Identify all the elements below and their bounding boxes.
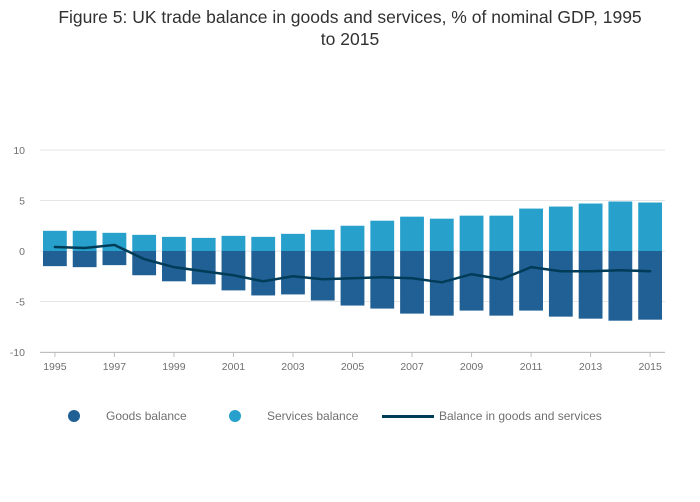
bar-services-2006[interactable]	[370, 220, 395, 251]
bar-services-2007[interactable]	[400, 216, 424, 251]
bar-goods-2007[interactable]	[400, 251, 424, 314]
y-axis-ticks: 10 5 0 -5 -10	[10, 145, 25, 359]
legend-item-goods-balance[interactable]: Goods balance	[68, 404, 187, 428]
legend-item-total-balance[interactable]: Balance in goods and services	[382, 404, 602, 428]
bar-services-1996[interactable]	[72, 230, 97, 251]
bar-services-2014[interactable]	[608, 201, 633, 251]
bar-goods-2002[interactable]	[251, 251, 276, 296]
bar-goods-2014[interactable]	[608, 251, 633, 321]
bar-goods-1996[interactable]	[72, 251, 97, 268]
legend-services-swatch	[229, 410, 241, 422]
bar-services-2010[interactable]	[489, 215, 514, 251]
x-tick-label: 2001	[222, 361, 246, 373]
bar-services-1998[interactable]	[132, 234, 157, 251]
balance-line[interactable]	[53, 243, 652, 284]
bar-goods-2001[interactable]	[221, 251, 246, 291]
legend-item-services-balance[interactable]: Services balance	[229, 404, 358, 428]
bar-goods-1997[interactable]	[102, 251, 127, 266]
bar-services-2003[interactable]	[281, 233, 305, 251]
bar-services-1999[interactable]	[162, 236, 186, 251]
chart-title: Figure 5: UK trade balance in goods and …	[0, 6, 700, 50]
bar-goods-2015[interactable]	[638, 251, 663, 320]
bar-services-2004[interactable]	[310, 229, 335, 251]
y-tick-label: -5	[16, 297, 25, 309]
x-tick-label: 1999	[162, 361, 186, 373]
bar-goods-2011[interactable]	[519, 251, 543, 311]
legend-total-swatch	[382, 414, 434, 418]
bar-goods-2006[interactable]	[370, 251, 395, 309]
bar-services-2009[interactable]	[459, 215, 484, 251]
x-tick-label: 2007	[400, 361, 424, 373]
x-tick-label: 2005	[341, 361, 365, 373]
y-tick-label: -10	[10, 347, 25, 359]
x-tick-label: 2013	[579, 361, 603, 373]
legend-goods-swatch	[68, 410, 80, 422]
x-tick-label: 2009	[460, 361, 484, 373]
bar-goods-2012[interactable]	[548, 251, 573, 317]
x-tick-label: 2003	[281, 361, 305, 373]
y-tick-label: 0	[19, 246, 25, 258]
x-tick-label: 1995	[43, 361, 67, 373]
bar-goods-2013[interactable]	[578, 251, 603, 319]
bar-goods-2010[interactable]	[489, 251, 514, 316]
y-tick-label: 5	[19, 196, 25, 208]
legend-total-label: Balance in goods and services	[439, 409, 602, 423]
bar-services-2015[interactable]	[638, 202, 663, 251]
chart-title-line-2: to 2015	[320, 29, 380, 49]
bar-services-2013[interactable]	[578, 203, 603, 251]
bar-services-2001[interactable]	[221, 235, 246, 251]
bar-goods-1995[interactable]	[42, 251, 67, 267]
bar-services-2005[interactable]	[340, 225, 365, 251]
legend: Goods balance Services balance Balance i…	[0, 404, 700, 428]
bars	[42, 201, 663, 321]
x-tick-label: 2015	[638, 361, 662, 373]
bar-goods-2009[interactable]	[459, 251, 484, 311]
legend-goods-label: Goods balance	[106, 409, 187, 423]
x-tick-label: 2011	[520, 361, 543, 373]
balance-line-layer	[53, 243, 652, 284]
bar-goods-2003[interactable]	[281, 251, 305, 295]
bar-services-2008[interactable]	[429, 218, 454, 251]
x-axis-ticks: 1995 1997 1999 2001 2003 2005 2007 2009 2011 2013…	[43, 352, 662, 373]
legend-services-label: Services balance	[267, 409, 359, 423]
bar-services-2002[interactable]	[251, 236, 276, 251]
x-tick-label: 1997	[103, 361, 127, 373]
bar-services-2011[interactable]	[519, 208, 543, 251]
chart-title-line-1: Figure 5: UK trade balance in goods and …	[58, 7, 642, 27]
bar-services-2000[interactable]	[191, 237, 216, 251]
bar-goods-2004[interactable]	[310, 251, 335, 301]
bar-services-2012[interactable]	[548, 206, 573, 251]
y-tick-label: 10	[13, 145, 25, 157]
bar-goods-2000[interactable]	[191, 251, 216, 285]
